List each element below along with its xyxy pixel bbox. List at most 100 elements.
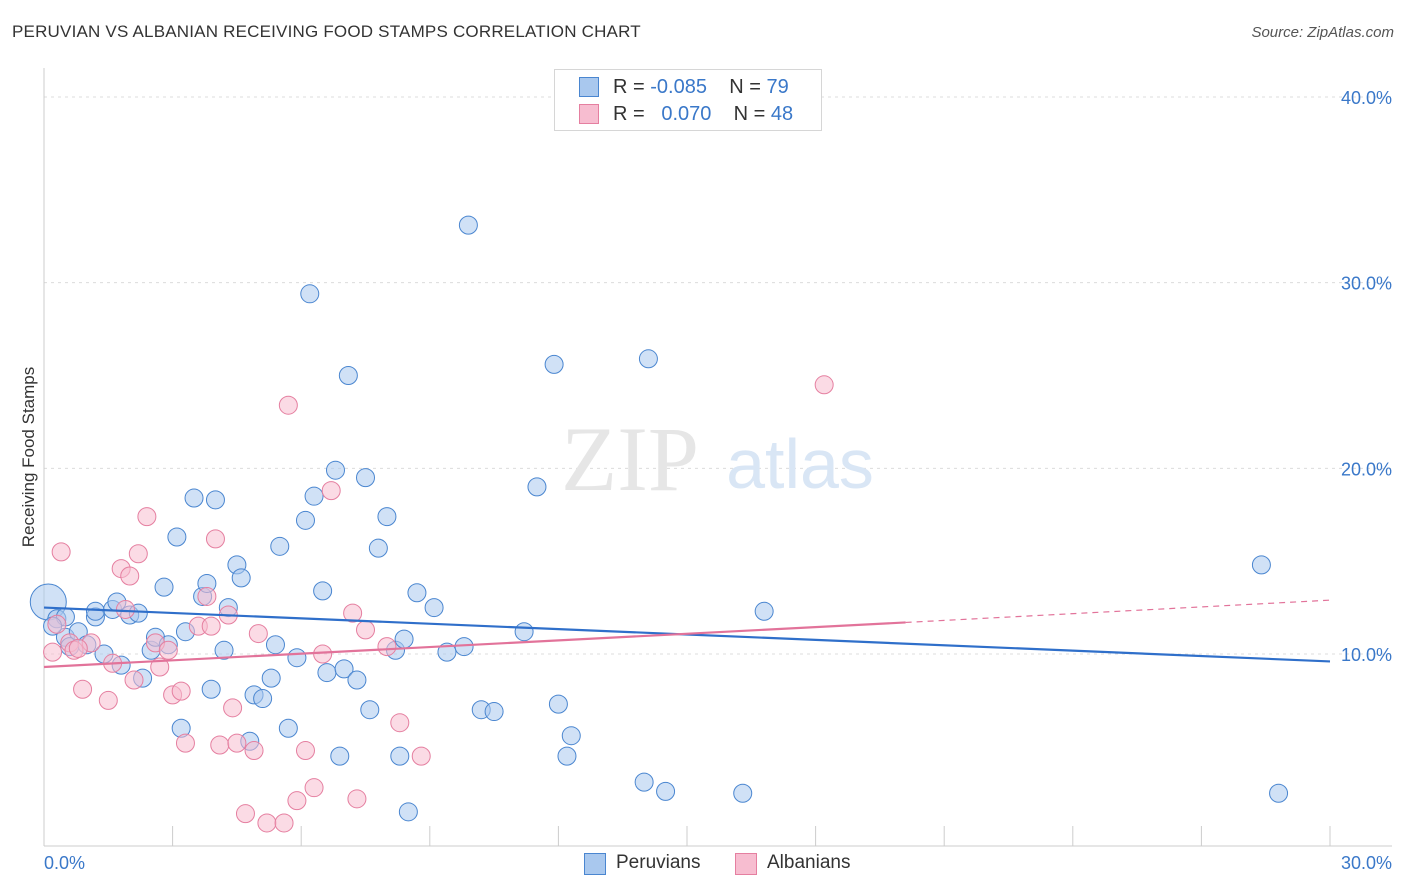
peruvian-point bbox=[214, 640, 234, 660]
peruvian-point bbox=[754, 601, 774, 621]
albanian-point bbox=[223, 698, 243, 718]
peruvian-point bbox=[484, 702, 504, 722]
chart-title: PERUVIAN VS ALBANIAN RECEIVING FOOD STAM… bbox=[12, 22, 641, 41]
peruvian-point bbox=[360, 700, 380, 720]
peruvian-point bbox=[394, 629, 414, 649]
albanian-point bbox=[356, 620, 375, 640]
albanian-point bbox=[171, 681, 191, 701]
peruvian-point bbox=[1251, 555, 1271, 575]
y-tick-label: 30.0% bbox=[1341, 274, 1392, 294]
peruvian-point bbox=[557, 746, 577, 766]
watermark-atlas: atlas bbox=[726, 425, 874, 503]
albanian-point bbox=[51, 542, 71, 562]
peruvian-point bbox=[330, 746, 350, 766]
peruvian-legend-label: Peruvians bbox=[616, 852, 701, 873]
albanian-point bbox=[210, 735, 230, 755]
peruvian-point bbox=[317, 663, 337, 683]
peruvian-point bbox=[656, 781, 676, 801]
albanian-trend-extension bbox=[905, 599, 1331, 624]
peruvian-points bbox=[29, 215, 1289, 822]
albanian-n-value: 48 bbox=[770, 103, 794, 125]
albanian-point bbox=[274, 813, 294, 833]
peruvian-point bbox=[265, 635, 285, 655]
peruvian-r-value: -0.085 bbox=[650, 76, 707, 98]
albanian-point bbox=[377, 637, 397, 657]
legend-r-label: R = bbox=[613, 103, 645, 125]
peruvian-point bbox=[278, 718, 298, 738]
peruvian-point bbox=[733, 783, 753, 803]
peruvian-point bbox=[398, 802, 418, 822]
albanian-point bbox=[175, 733, 195, 753]
albanian-r-value: 0.070 bbox=[661, 103, 712, 125]
peruvian-point bbox=[270, 536, 290, 556]
albanian-legend-swatch bbox=[735, 853, 757, 875]
peruvian-point bbox=[231, 568, 251, 588]
y-tick-label: 20.0% bbox=[1341, 459, 1392, 479]
albanian-trend-line bbox=[43, 621, 906, 669]
albanian-point bbox=[201, 616, 221, 636]
peruvian-point bbox=[295, 510, 315, 530]
albanian-point bbox=[150, 657, 170, 677]
peruvian-point bbox=[313, 581, 333, 601]
albanian-points bbox=[43, 375, 834, 833]
albanian-point bbox=[343, 603, 363, 623]
peruvian-point bbox=[205, 490, 225, 510]
albanian-point bbox=[390, 713, 410, 733]
peruvian-point bbox=[390, 746, 410, 766]
axes bbox=[43, 68, 1392, 847]
albanian-point bbox=[68, 638, 88, 658]
albanian-point bbox=[205, 529, 225, 549]
peruvian-point bbox=[338, 366, 358, 385]
albanian-point bbox=[43, 642, 63, 662]
albanian-point bbox=[278, 395, 298, 415]
peruvian-point bbox=[527, 477, 547, 497]
albanian-point bbox=[244, 741, 264, 761]
albanian-point bbox=[227, 733, 247, 753]
albanian-point bbox=[257, 813, 277, 833]
albanian-point bbox=[120, 566, 140, 586]
albanian-point bbox=[321, 481, 341, 501]
legend-r-label: R = bbox=[613, 76, 645, 98]
albanian-point bbox=[814, 375, 834, 395]
albanian-legend-label: Albanians bbox=[767, 852, 851, 873]
peruvian-point bbox=[437, 642, 457, 662]
peruvian-point bbox=[167, 527, 187, 547]
x-tick-label: 0.0% bbox=[44, 853, 85, 873]
y-tick-label: 40.0% bbox=[1341, 88, 1392, 108]
peruvian-point bbox=[334, 659, 354, 679]
albanian-swatch bbox=[579, 104, 599, 124]
peruvian-point bbox=[377, 507, 397, 527]
peruvian-point bbox=[184, 488, 204, 508]
legend-n-label: N = bbox=[733, 103, 766, 125]
peruvian-point bbox=[287, 648, 307, 668]
tick-labels: 10.0% 20.0% 30.0% 40.0% 0.0% 30.0% bbox=[44, 88, 1392, 873]
albanian-point bbox=[47, 614, 67, 634]
albanian-point bbox=[304, 778, 324, 798]
peruvian-point bbox=[368, 538, 388, 558]
y-axis-label: Receiving Food Stamps bbox=[19, 367, 38, 547]
peruvian-point bbox=[424, 598, 444, 618]
peruvian-point bbox=[253, 689, 273, 709]
watermark-zip: ZIP bbox=[561, 408, 699, 510]
albanian-point bbox=[124, 670, 144, 690]
albanian-point bbox=[347, 789, 367, 809]
peruvian-point bbox=[304, 486, 324, 506]
stats-legend: R = -0.085 N = 79 R = 0.070 N = 48 bbox=[554, 69, 822, 131]
peruvian-point bbox=[458, 215, 478, 235]
albanian-point bbox=[295, 741, 315, 761]
peruvian-point bbox=[154, 577, 174, 597]
peruvian-point bbox=[261, 668, 281, 688]
albanian-point bbox=[158, 640, 178, 660]
y-tick-label: 10.0% bbox=[1341, 645, 1392, 665]
peruvian-n-value: 79 bbox=[766, 76, 789, 98]
albanian-point bbox=[197, 586, 217, 606]
albanian-point bbox=[248, 624, 268, 644]
albanian-point bbox=[137, 507, 157, 527]
peruvian-point bbox=[544, 354, 564, 374]
peruvian-point bbox=[514, 622, 534, 642]
peruvian-point bbox=[1269, 783, 1289, 803]
chart-source: Source: ZipAtlas.com bbox=[1251, 24, 1394, 41]
albanian-point bbox=[411, 746, 431, 766]
peruvian-point bbox=[347, 670, 367, 690]
